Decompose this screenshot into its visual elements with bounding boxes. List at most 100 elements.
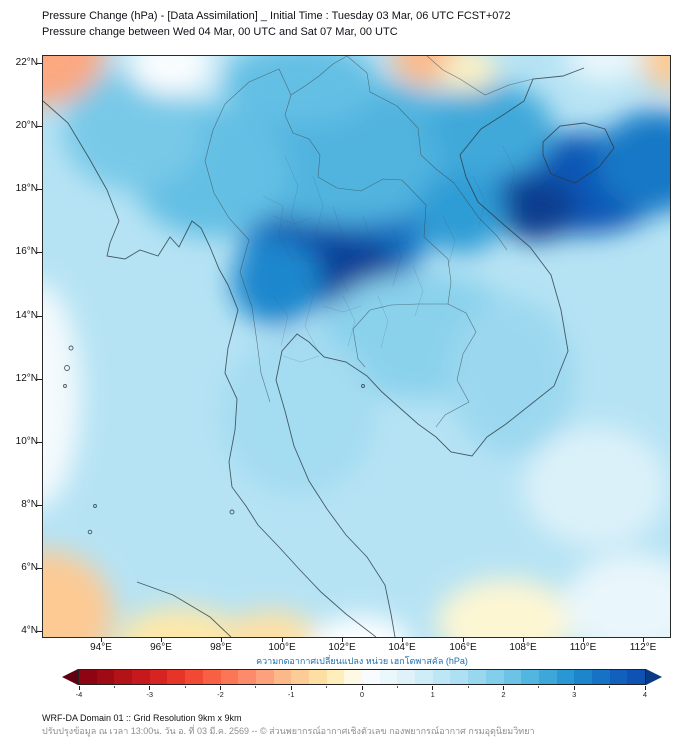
lon-tick-label: 94°E — [90, 642, 112, 653]
colorbar-segment — [344, 670, 362, 684]
colorbar-segment — [202, 670, 221, 684]
lon-tick-label: 106°E — [449, 642, 477, 653]
footer-credit: ปรับปรุงข้อมูล ณ เวลา 13:00น. วัน อ. ที่… — [42, 726, 535, 736]
field-blob — [117, 607, 243, 637]
lat-tick-label: 16°N — [15, 246, 38, 257]
lat-tick-label: 6°N — [21, 562, 38, 573]
coastlines — [43, 67, 615, 637]
lon-tick-label: 102°E — [328, 642, 356, 653]
page-title: Pressure Change (hPa) - [Data Assimilati… — [42, 10, 511, 22]
colorbar-tick — [290, 686, 292, 690]
province-line — [332, 205, 349, 292]
coastline-west-path — [43, 100, 377, 637]
border-thailand-myanmar — [204, 129, 271, 403]
colorbar-tick — [432, 686, 434, 690]
colorbar-segment — [468, 670, 486, 684]
lat-tick-label: 8°N — [21, 499, 38, 510]
phuket-island — [229, 509, 235, 515]
colorbar-segment — [556, 670, 575, 684]
colorbar-tick-label: -2 — [217, 690, 224, 699]
colorbar-tick — [503, 686, 504, 690]
lat-tick-label: 22°N — [15, 57, 38, 68]
field-blob — [219, 332, 377, 497]
colorbar-segment — [149, 670, 168, 684]
field-blob — [43, 56, 105, 105]
province-line — [312, 175, 324, 237]
province-borders — [262, 145, 516, 363]
lat-tick-label: 12°N — [15, 373, 38, 384]
country-borders — [204, 56, 534, 428]
colorbar-tick — [573, 686, 575, 690]
lon-tick-label: 98°E — [210, 642, 232, 653]
colorbar-tick-label: 1 — [430, 690, 435, 699]
lon-tick-label: 96°E — [150, 642, 172, 653]
colorbar-segment — [485, 670, 504, 684]
province-line — [472, 175, 486, 227]
field-blob — [638, 56, 670, 89]
province-line — [297, 275, 319, 352]
province-line — [292, 255, 334, 263]
field-blob — [496, 177, 576, 241]
border-thailand-cambodia — [352, 303, 448, 368]
map-plot-area — [42, 55, 671, 638]
field-blob — [448, 297, 575, 456]
colorbar-segment — [326, 670, 345, 684]
colorbar-tick-label: -1 — [287, 690, 295, 699]
field-blob — [128, 56, 214, 96]
field-blob — [442, 56, 497, 93]
field-blob — [523, 427, 669, 547]
colorbar-tick — [113, 686, 115, 688]
lat-tick-label: 14°N — [15, 310, 38, 321]
colorbar-segment — [220, 670, 239, 684]
colorbar-segment — [521, 670, 539, 684]
colorbar-segment — [79, 670, 97, 684]
colorbar-ticks: -4 -3 -2 -1 0 1 2 3 4 — [76, 686, 648, 700]
nicobar-island — [87, 529, 93, 535]
border-vietnam-china — [426, 56, 534, 96]
colorbar-segment — [132, 670, 150, 684]
gulf-island — [361, 384, 365, 388]
province-line — [272, 215, 312, 225]
colorbar-tick-label: -3 — [146, 690, 154, 699]
field-blob — [311, 616, 411, 637]
colorbar-segment — [627, 670, 645, 684]
colorbar-tick — [361, 686, 363, 690]
field-blob — [222, 610, 319, 637]
colorbar-tick — [538, 686, 540, 688]
colorbar-segment — [96, 670, 115, 684]
lon-tick-label: 112°E — [629, 642, 657, 653]
border-thailand-laos — [284, 114, 452, 305]
field-blob — [62, 70, 202, 191]
colorbar-tick — [609, 686, 611, 688]
colorbar-segment — [362, 670, 380, 684]
colorbar-tick-label: 4 — [642, 690, 648, 699]
field-blob — [566, 56, 645, 83]
field-blob — [43, 550, 114, 637]
border-myanmar-north — [212, 68, 292, 131]
title-block: Pressure Change (hPa) - [Data Assimilati… — [42, 8, 511, 40]
field-blob — [222, 56, 380, 124]
province-line — [392, 225, 402, 287]
colorbar-tick-label: 3 — [572, 690, 577, 699]
province-line — [262, 195, 294, 262]
lat-tick-label: 10°N — [15, 436, 38, 447]
coastline-east-path — [275, 67, 585, 637]
province-line — [377, 295, 389, 349]
andaman-island — [63, 384, 67, 388]
field-blobs — [43, 56, 670, 637]
field-blob — [563, 553, 670, 637]
nicobar-island — [93, 504, 97, 508]
field-blob — [231, 237, 322, 326]
province-line — [322, 305, 362, 313]
andaman-island — [64, 365, 70, 371]
colorbar-tick — [467, 686, 469, 688]
field-blob — [436, 578, 575, 637]
colorbar-segment — [255, 670, 274, 684]
colorbar-tick-label: 2 — [501, 690, 506, 699]
hainan-island — [542, 122, 615, 184]
colorbar-segment — [308, 670, 327, 684]
colorbar-tick — [78, 686, 80, 690]
province-line — [442, 215, 456, 267]
province-line — [284, 155, 306, 247]
sumatra-coast — [136, 581, 232, 637]
